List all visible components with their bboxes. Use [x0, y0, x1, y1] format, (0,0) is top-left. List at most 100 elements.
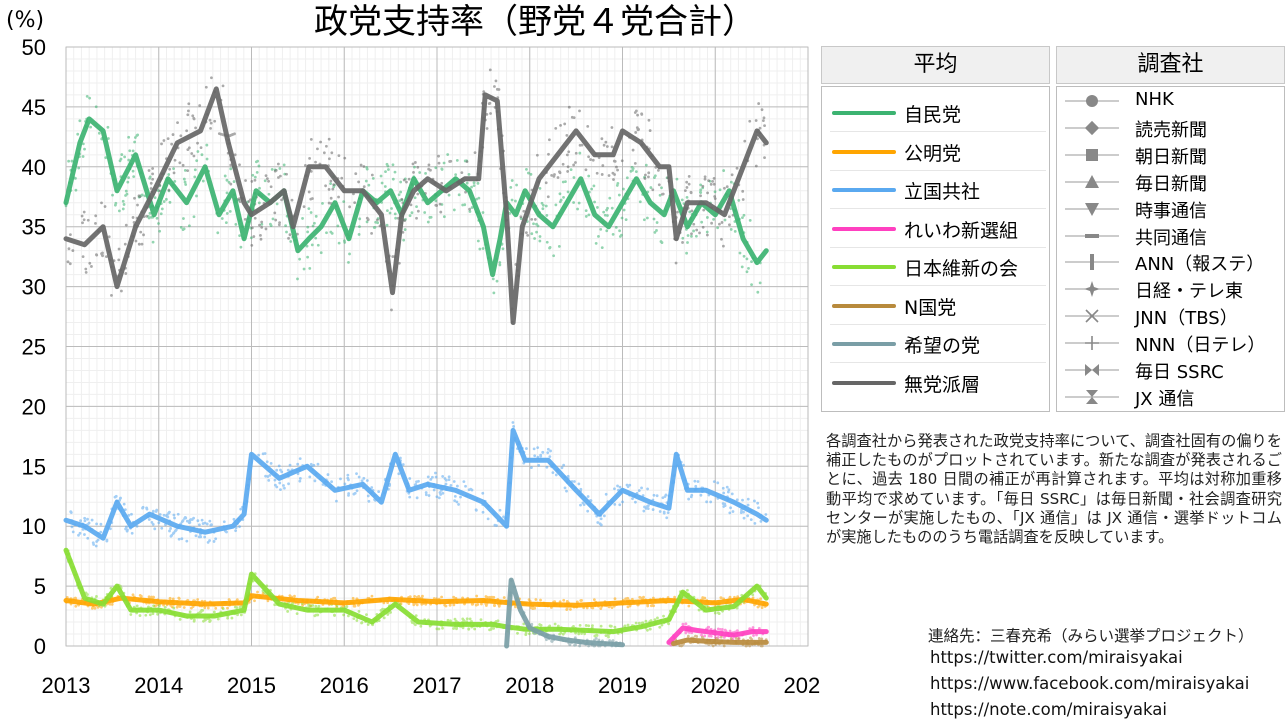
survey-point [289, 240, 293, 243]
survey-point [509, 185, 513, 189]
survey-point [713, 197, 717, 201]
survey-point [441, 475, 445, 478]
survey-point [584, 215, 588, 218]
survey-point [741, 216, 744, 219]
survey-point [689, 495, 693, 499]
survey-point [613, 502, 617, 506]
survey-point [680, 198, 684, 202]
survey-point [586, 124, 590, 128]
survey-point [362, 185, 366, 189]
survey-point [362, 165, 366, 168]
survey-point [604, 492, 608, 496]
survey-point [198, 104, 202, 107]
survey-point [746, 514, 750, 518]
survey-point [120, 153, 124, 156]
x-tick-label: 2013 [42, 673, 91, 698]
survey-point [550, 639, 554, 643]
survey-point [362, 476, 366, 480]
survey-point [306, 230, 310, 234]
survey-point [633, 111, 637, 114]
survey-point [626, 623, 630, 627]
survey-point [579, 599, 583, 602]
survey-point [147, 518, 151, 521]
survey-point [205, 143, 209, 147]
survey-point [617, 193, 621, 197]
survey-point [720, 221, 724, 224]
survey-point [250, 243, 254, 247]
facebook-link[interactable]: https://www.facebook.com/miraisyakai [930, 674, 1250, 693]
x-tick-label: 2015 [227, 673, 276, 698]
survey-point [470, 488, 474, 492]
survey-point [599, 607, 603, 610]
survey-point [552, 174, 556, 178]
survey-point [612, 178, 615, 181]
survey-point [77, 166, 81, 170]
survey-point [106, 125, 110, 129]
survey-point [742, 213, 746, 217]
survey-point [735, 166, 739, 170]
survey-point [592, 184, 596, 188]
survey-point [81, 155, 85, 158]
survey-point [572, 176, 576, 179]
survey-point [279, 488, 282, 492]
survey-point [416, 209, 420, 213]
survey-point [371, 176, 375, 180]
y-tick-label: 15 [22, 454, 46, 479]
survey-point [95, 595, 98, 598]
survey-point [537, 463, 541, 467]
twitter-link[interactable]: https://twitter.com/miraisyakai [930, 648, 1183, 667]
survey-point [407, 602, 411, 606]
survey-point [644, 173, 647, 177]
survey-point [522, 209, 526, 213]
y-tick-label: 0 [34, 634, 46, 659]
survey-point [162, 139, 166, 142]
survey-point [105, 255, 108, 258]
survey-point [144, 613, 148, 617]
survey-point [145, 507, 149, 511]
survey-point [158, 604, 161, 607]
survey-point [256, 159, 259, 163]
survey-point [600, 246, 604, 250]
survey-point [706, 191, 709, 195]
survey-point [610, 206, 614, 210]
survey-point [343, 156, 347, 160]
legend-item-source: 朝日新聞 [1057, 142, 1285, 169]
survey-point [452, 595, 456, 599]
survey-point [616, 182, 620, 185]
survey-point [208, 519, 212, 523]
survey-point [347, 260, 350, 264]
survey-point [399, 190, 403, 194]
survey-point [687, 182, 691, 186]
survey-point [756, 501, 760, 505]
survey-point [314, 604, 318, 608]
survey-point [646, 487, 649, 491]
survey-point [105, 539, 109, 543]
survey-point [662, 510, 666, 514]
survey-point [234, 222, 238, 226]
survey-point [626, 485, 630, 489]
survey-point [554, 473, 558, 477]
survey-point [185, 129, 189, 133]
survey-point [526, 233, 530, 237]
survey-point [622, 187, 625, 191]
survey-point [413, 594, 417, 598]
survey-point [68, 262, 72, 266]
survey-point [647, 118, 651, 122]
survey-point [424, 493, 428, 497]
survey-point [128, 149, 132, 153]
survey-point [686, 588, 689, 592]
survey-point [443, 477, 447, 480]
survey-point [414, 614, 418, 618]
survey-point [701, 596, 705, 599]
survey-point [492, 291, 496, 295]
survey-point [541, 203, 545, 207]
survey-point [565, 489, 568, 493]
survey-point [205, 157, 209, 161]
survey-point [393, 170, 397, 174]
survey-point [264, 174, 268, 177]
survey-point [651, 508, 655, 511]
survey-point [191, 114, 195, 118]
survey-point [206, 540, 210, 544]
survey-point [655, 221, 659, 224]
note-link[interactable]: https://note.com/miraisyakai [930, 700, 1167, 719]
